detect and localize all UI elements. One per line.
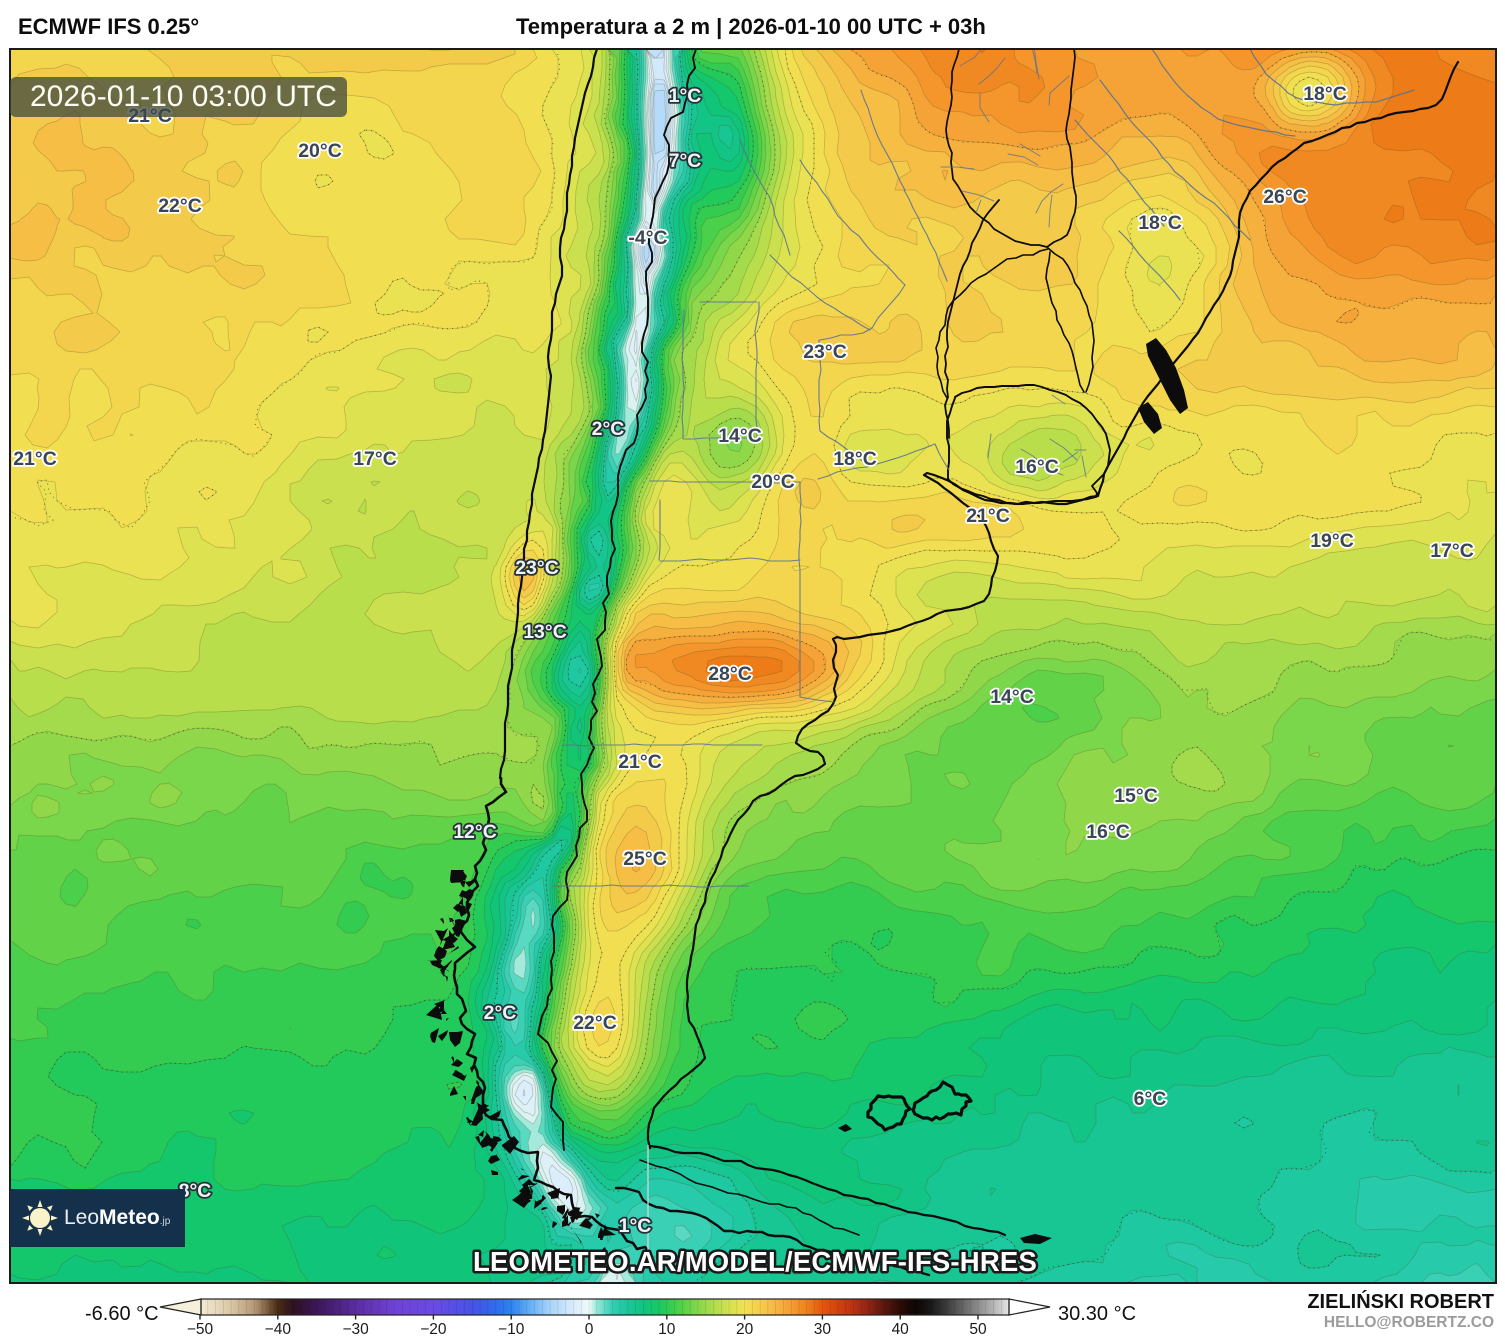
svg-text:19°C: 19°C — [1310, 530, 1354, 552]
svg-text:20°C: 20°C — [751, 471, 795, 493]
svg-text:13°C: 13°C — [523, 621, 567, 643]
svg-text:18°C: 18°C — [1138, 212, 1182, 234]
svg-text:20: 20 — [736, 1321, 754, 1338]
svg-text:40: 40 — [892, 1321, 910, 1338]
svg-text:LEOMETEO.AR/MODEL/ECMWF-IFS-HR: LEOMETEO.AR/MODEL/ECMWF-IFS-HRES — [473, 1246, 1037, 1277]
svg-text:23°C: 23°C — [515, 557, 559, 579]
svg-text:7°C: 7°C — [669, 150, 702, 172]
svg-text:18°C: 18°C — [1303, 83, 1347, 105]
svg-text:−20: −20 — [420, 1321, 447, 1338]
svg-text:21°C: 21°C — [966, 505, 1010, 527]
svg-text:16°C: 16°C — [1015, 456, 1059, 478]
svg-text:28°C: 28°C — [708, 663, 752, 685]
svg-text:15°C: 15°C — [1114, 785, 1158, 807]
svg-text:0: 0 — [585, 1321, 594, 1338]
svg-text:25°C: 25°C — [623, 848, 667, 870]
svg-text:14°C: 14°C — [718, 425, 762, 447]
svg-text:6°C: 6°C — [1134, 1088, 1167, 1110]
svg-text:23°C: 23°C — [803, 341, 847, 363]
svg-text:14°C: 14°C — [990, 686, 1034, 708]
svg-text:16°C: 16°C — [1086, 821, 1130, 843]
svg-text:12°C: 12°C — [453, 821, 497, 843]
svg-text:−10: −10 — [498, 1321, 525, 1338]
svg-text:21°C: 21°C — [13, 448, 57, 470]
svg-text:17°C: 17°C — [1430, 540, 1474, 562]
svg-text:22°C: 22°C — [158, 195, 202, 217]
svg-text:17°C: 17°C — [353, 448, 397, 470]
svg-text:1°C: 1°C — [619, 1215, 652, 1237]
svg-text:2°C: 2°C — [592, 418, 625, 440]
svg-text:26°C: 26°C — [1263, 186, 1307, 208]
svg-text:22°C: 22°C — [573, 1012, 617, 1034]
svg-text:2°C: 2°C — [484, 1002, 517, 1024]
svg-text:50: 50 — [969, 1321, 987, 1338]
svg-text:-4°C: -4°C — [628, 227, 667, 249]
svg-text:30: 30 — [814, 1321, 832, 1338]
svg-text:−40: −40 — [265, 1321, 292, 1338]
svg-text:20°C: 20°C — [298, 140, 342, 162]
svg-text:−30: −30 — [342, 1321, 369, 1338]
svg-text:21°C: 21°C — [618, 751, 662, 773]
svg-text:18°C: 18°C — [833, 448, 877, 470]
svg-text:1°C: 1°C — [669, 85, 702, 107]
svg-text:−50: −50 — [187, 1321, 214, 1338]
svg-text:10: 10 — [658, 1321, 676, 1338]
